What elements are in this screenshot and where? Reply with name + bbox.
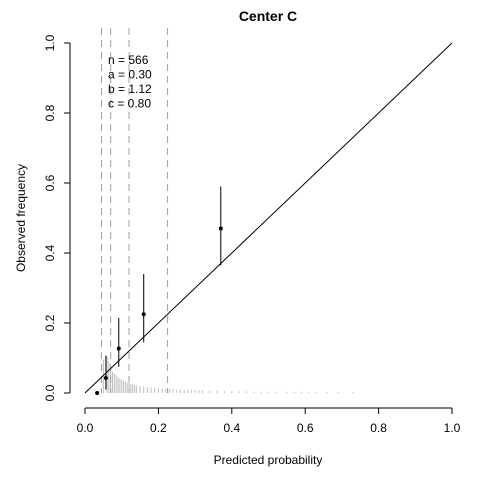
x-tick-label: 0.6 [297,421,314,435]
diagonal-line [84,42,453,394]
stat-line: c = 0.80 [108,97,151,111]
data-points [95,186,223,395]
spike-histogram [102,356,354,393]
y-tick-label: 0.8 [43,104,57,121]
x-tick-label: 1.0 [444,421,461,435]
stat-line: b = 1.12 [108,82,152,96]
y-tick-label: 0.0 [43,384,57,401]
y-tick-label: 0.2 [43,314,57,331]
group-boundaries [101,28,169,393]
reference-line [84,42,453,394]
chart-title: Center C [239,8,297,24]
data-point [141,312,146,317]
x-axis: 0.0 0.2 0.4 0.6 0.8 1.0 [77,407,461,435]
y-tick-label: 0.4 [43,244,57,261]
x-tick-label: 0.0 [77,421,94,435]
data-point [103,375,108,380]
data-point [218,226,223,231]
y-tick-label: 0.6 [43,174,57,191]
y-axis-label: Observed frequency [14,164,28,272]
stat-line: n = 566 [108,53,149,67]
y-axis: 0.0 0.2 0.4 0.6 0.8 1.0 [43,34,71,401]
x-axis-label: Predicted probability [214,453,323,467]
data-point [116,346,121,351]
x-tick-label: 0.4 [223,421,240,435]
y-tick-label: 1.0 [43,34,57,51]
data-point [95,391,100,395]
x-tick-label: 0.8 [370,421,387,435]
stat-line: a = 0.30 [108,68,152,82]
x-tick-label: 0.2 [150,421,167,435]
